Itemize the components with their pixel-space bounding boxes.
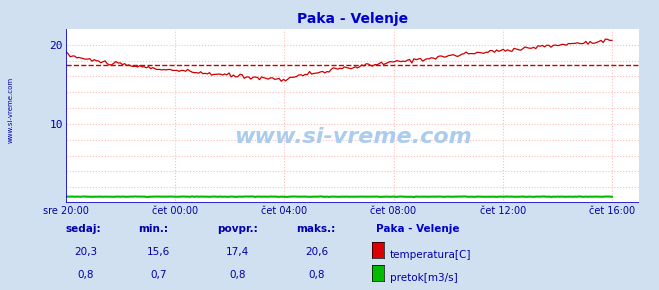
Text: 0,8: 0,8 [229,270,246,280]
Text: povpr.:: povpr.: [217,224,258,234]
Title: Paka - Velenje: Paka - Velenje [297,12,408,26]
Text: sedaj:: sedaj: [66,224,101,234]
Text: www.si-vreme.com: www.si-vreme.com [234,127,471,147]
Text: 20,6: 20,6 [304,247,328,257]
Text: 20,3: 20,3 [74,247,98,257]
Text: 15,6: 15,6 [146,247,170,257]
Text: 0,8: 0,8 [77,270,94,280]
Text: min.:: min.: [138,224,169,234]
Text: pretok[m3/s]: pretok[m3/s] [390,273,458,283]
Text: Paka - Velenje: Paka - Velenje [376,224,459,234]
Text: 17,4: 17,4 [225,247,249,257]
Text: 0,8: 0,8 [308,270,325,280]
Text: 0,7: 0,7 [150,270,167,280]
Text: www.si-vreme.com: www.si-vreme.com [8,77,14,143]
Text: temperatura[C]: temperatura[C] [390,250,472,260]
Text: maks.:: maks.: [297,224,336,234]
